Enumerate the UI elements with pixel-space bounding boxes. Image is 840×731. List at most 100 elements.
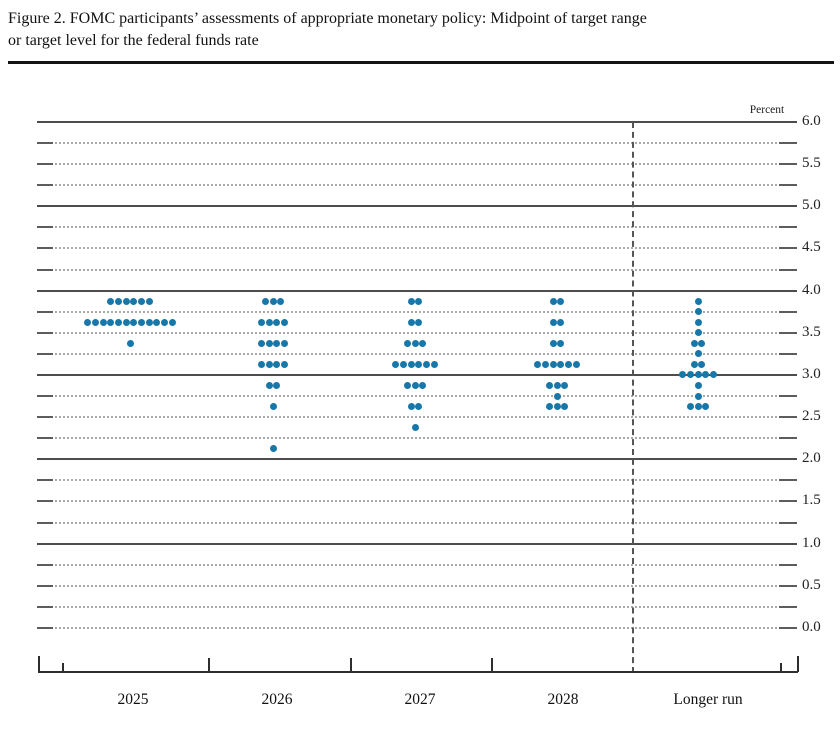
y-axis-label: 1.5 bbox=[802, 492, 821, 509]
y-tick-left bbox=[37, 184, 53, 187]
y-tick-right bbox=[779, 226, 797, 229]
participant-dot bbox=[553, 382, 561, 390]
figure-title: Figure 2. FOMC participants’ assessments… bbox=[8, 8, 832, 52]
participant-dot bbox=[549, 339, 557, 347]
participant-dot bbox=[261, 297, 269, 305]
participant-dot bbox=[694, 318, 702, 326]
participant-dot bbox=[694, 382, 702, 390]
gridline-dotted bbox=[51, 563, 781, 566]
gridline-solid bbox=[37, 542, 797, 545]
gridline-dotted bbox=[51, 416, 781, 419]
participant-dot bbox=[269, 297, 277, 305]
participant-dot bbox=[702, 371, 710, 379]
y-axis-label: 4.0 bbox=[802, 281, 821, 298]
y-tick-left bbox=[37, 584, 53, 587]
participant-dot bbox=[557, 339, 565, 347]
participant-dot bbox=[419, 339, 427, 347]
participant-dot bbox=[84, 318, 92, 326]
participant-dot bbox=[130, 318, 138, 326]
participant-dot bbox=[277, 297, 285, 305]
gridline-solid bbox=[37, 205, 797, 208]
participant-dot bbox=[392, 360, 400, 368]
participant-dot bbox=[114, 318, 122, 326]
y-tick-left bbox=[37, 626, 53, 629]
participant-dot bbox=[549, 318, 557, 326]
x-axis-category-label: 2028 bbox=[547, 691, 579, 708]
participant-dot bbox=[281, 339, 289, 347]
participant-dot bbox=[107, 297, 115, 305]
gridline-dotted bbox=[51, 310, 781, 313]
participant-dot bbox=[281, 360, 289, 368]
participant-dot bbox=[265, 382, 273, 390]
y-axis-label: 5.5 bbox=[802, 155, 821, 172]
title-rule bbox=[8, 61, 834, 64]
participant-dot bbox=[545, 382, 553, 390]
participant-dot bbox=[557, 360, 565, 368]
x-axis-category-label: 2026 bbox=[261, 691, 293, 708]
separator-dashed-line bbox=[632, 122, 634, 673]
participant-dot bbox=[534, 360, 542, 368]
y-tick-right bbox=[779, 605, 797, 608]
y-axis-label: 2.0 bbox=[802, 450, 821, 467]
x-axis bbox=[38, 671, 798, 673]
gridline-solid bbox=[37, 458, 797, 461]
y-axis-label: 0.0 bbox=[802, 618, 821, 635]
y-tick-right bbox=[779, 142, 797, 145]
gridline-dotted bbox=[51, 184, 781, 187]
gridline-dotted bbox=[51, 226, 781, 229]
participant-dot bbox=[411, 424, 419, 432]
y-tick-right bbox=[779, 331, 797, 334]
participant-dot bbox=[153, 318, 161, 326]
participant-dot bbox=[679, 371, 687, 379]
gridline-dotted bbox=[51, 479, 781, 482]
participant-dot bbox=[257, 360, 265, 368]
participant-dot bbox=[694, 350, 702, 358]
participant-dot bbox=[145, 297, 153, 305]
y-tick-left bbox=[37, 416, 53, 419]
participant-dot bbox=[686, 371, 694, 379]
gridline-dotted bbox=[51, 331, 781, 334]
participant-dot bbox=[168, 318, 176, 326]
participant-dot bbox=[161, 318, 169, 326]
participant-dot bbox=[265, 339, 273, 347]
gridline-solid bbox=[37, 121, 797, 123]
y-tick-left bbox=[37, 268, 53, 271]
participant-dot bbox=[130, 297, 138, 305]
participant-dot bbox=[415, 403, 423, 411]
participant-dot bbox=[114, 297, 122, 305]
participant-dot bbox=[423, 360, 431, 368]
participant-dot bbox=[126, 339, 134, 347]
y-tick-left bbox=[37, 163, 53, 166]
x-axis-category-label: 2025 bbox=[117, 691, 149, 708]
y-axis-label: 1.0 bbox=[802, 534, 821, 551]
gridline-dotted bbox=[51, 626, 781, 629]
participant-dot bbox=[686, 403, 694, 411]
participant-dot bbox=[99, 318, 107, 326]
y-tick-right bbox=[779, 352, 797, 355]
y-tick-left bbox=[37, 395, 53, 398]
y-axis-label: 2.5 bbox=[802, 408, 821, 425]
participant-dot bbox=[281, 318, 289, 326]
y-tick-left bbox=[37, 479, 53, 482]
participant-dot bbox=[690, 339, 698, 347]
y-axis-label: 6.0 bbox=[802, 113, 821, 129]
y-tick-right bbox=[779, 437, 797, 440]
participant-dot bbox=[138, 297, 146, 305]
y-tick-right bbox=[779, 521, 797, 524]
participant-dot bbox=[269, 403, 277, 411]
y-axis-title: Percent bbox=[749, 104, 785, 116]
participant-dot bbox=[411, 382, 419, 390]
participant-dot bbox=[694, 392, 702, 400]
gridline-solid bbox=[37, 289, 797, 292]
participant-dot bbox=[399, 360, 407, 368]
gridline-dotted bbox=[51, 352, 781, 355]
participant-dot bbox=[145, 318, 153, 326]
figure-title-line2: or target level for the federal funds ra… bbox=[8, 32, 259, 49]
y-tick-right bbox=[779, 395, 797, 398]
participant-dot bbox=[122, 297, 130, 305]
participant-dot bbox=[702, 403, 710, 411]
y-axis-label: 3.0 bbox=[802, 365, 821, 382]
gridline-dotted bbox=[51, 584, 781, 587]
y-tick-left bbox=[37, 437, 53, 440]
